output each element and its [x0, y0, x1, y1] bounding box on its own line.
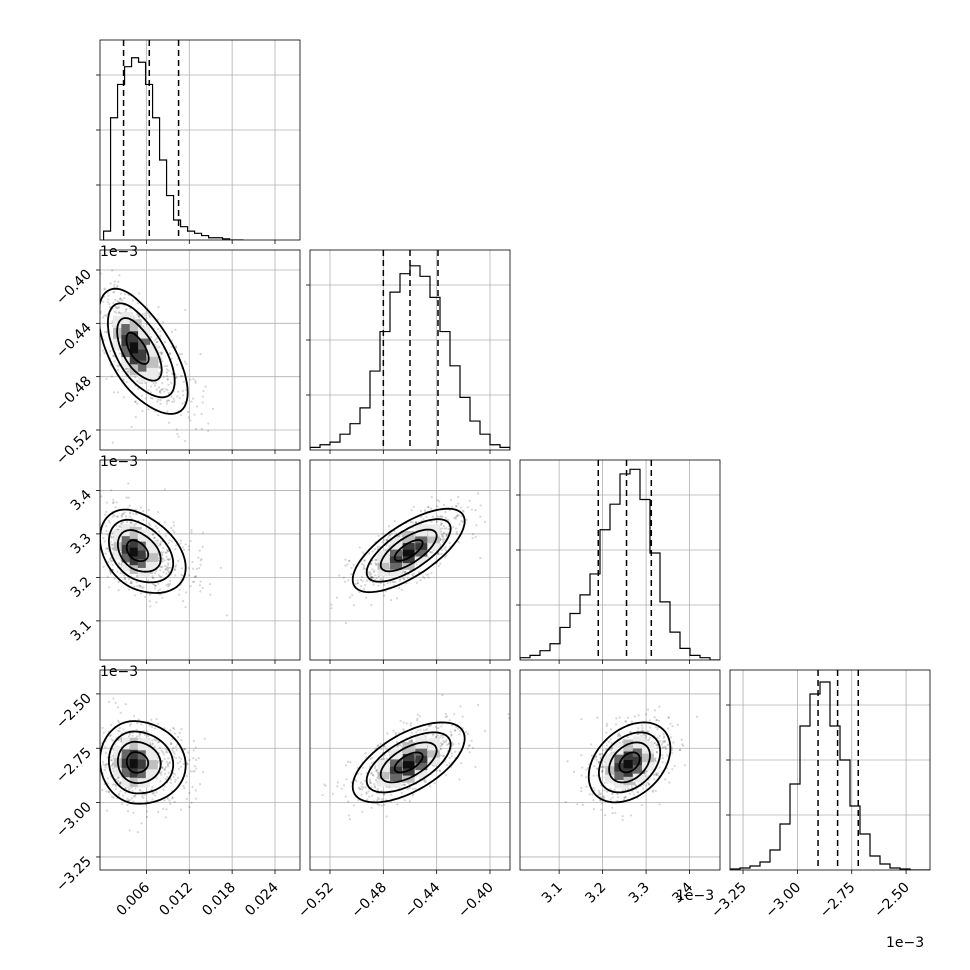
y-tick-label: 3.3: [68, 530, 95, 557]
y-tick-label: −3.25: [53, 853, 95, 895]
contour-level-3: [597, 731, 662, 794]
contour-level-2: [117, 529, 162, 573]
joint-panel-3-1: [309, 669, 511, 871]
x-tick-label: −0.48: [349, 880, 391, 922]
contour-level-2: [116, 317, 163, 382]
histogram-panel-2: [516, 459, 721, 661]
contour-level-3: [107, 730, 175, 795]
histogram-panel-1: [306, 249, 511, 451]
x-tick-label: −3.00: [763, 880, 805, 922]
y-tick-label: 3.1: [68, 617, 95, 644]
contour-level-4: [100, 287, 189, 415]
x-tick-label: 0.018: [199, 880, 239, 920]
joint-panel-1-0: [99, 249, 301, 451]
y-tick-label: −0.48: [53, 373, 95, 415]
x-tick-label: 3.2: [582, 880, 609, 907]
y-tick-label: 3.4: [68, 487, 95, 514]
y-tick-label: −2.50: [53, 690, 95, 732]
joint-panel-3-0: [99, 669, 301, 871]
panel-frame: [309, 669, 511, 871]
panel-frame: [519, 459, 721, 661]
histogram-steps: [520, 468, 720, 660]
histogram-panel-0: [96, 39, 301, 241]
contour-level-3: [106, 302, 176, 399]
x-tick-label: −2.75: [817, 880, 859, 922]
panel-frame: [309, 459, 511, 661]
contour-level-4: [100, 508, 187, 594]
contour-level-2: [117, 740, 162, 785]
x-tick-label: −2.50: [871, 880, 913, 922]
panel-frame: [99, 249, 301, 451]
y-tick-label: 3.2: [68, 574, 95, 601]
contour-level-4: [351, 721, 466, 804]
y-tick-label: −3.00: [53, 799, 95, 841]
y-offset-label: 1e−3: [100, 664, 138, 680]
histogram-steps: [310, 265, 510, 450]
y-offset-label: 1e−3: [100, 454, 138, 470]
panel-frame: [99, 459, 301, 661]
y-tick-label: −0.52: [53, 427, 95, 469]
y-tick-label: −0.44: [53, 320, 95, 362]
y-tick-label: −0.40: [53, 267, 95, 309]
x-tick-label: −3.25: [708, 880, 750, 922]
x-tick-label: 3.3: [626, 880, 653, 907]
joint-panel-2-1: [309, 459, 511, 661]
contour-level-1: [393, 751, 424, 774]
contour-level-4: [351, 507, 466, 594]
contour-level-1: [618, 751, 641, 774]
x-tick-label: −0.52: [295, 880, 337, 922]
contour-level-3: [365, 731, 452, 794]
contour-level-1: [125, 539, 150, 562]
y-tick-label: −2.75: [53, 745, 95, 787]
histogram-steps: [730, 681, 930, 870]
histogram-panel-3: [726, 669, 931, 871]
x-tick-label: 0.006: [114, 879, 154, 919]
contour-level-1: [125, 331, 150, 365]
joint-panel-3-2: [519, 669, 721, 871]
density-cells: [113, 737, 158, 788]
contour-level-3: [107, 518, 175, 584]
contour-level-4: [587, 721, 672, 804]
panel-frame: [729, 669, 931, 871]
panel-frame: [309, 249, 511, 451]
panel-frame: [99, 39, 301, 241]
x-tick-label: 3.1: [539, 880, 566, 907]
panel-frame: [519, 669, 721, 871]
contour-level-2: [608, 741, 651, 784]
x-tick-label: 0.024: [242, 879, 282, 919]
joint-panel-2-0: [99, 459, 301, 661]
contour-level-2: [379, 528, 438, 573]
histogram-steps: [102, 57, 244, 240]
contour-level-4: [100, 720, 187, 805]
x-offset-label: 1e−3: [886, 935, 924, 951]
y-offset-label: 1e−3: [100, 244, 138, 260]
x-tick-label: −0.44: [402, 879, 444, 921]
contour-level-2: [379, 741, 438, 784]
x-tick-label: 0.012: [156, 880, 196, 920]
contour-level-3: [365, 518, 452, 583]
contour-level-1: [393, 539, 424, 562]
x-offset-label: 1e−3: [676, 888, 714, 904]
panel-frame: [99, 669, 301, 871]
contour-level-1: [125, 751, 150, 774]
x-tick-label: −0.40: [455, 880, 497, 922]
